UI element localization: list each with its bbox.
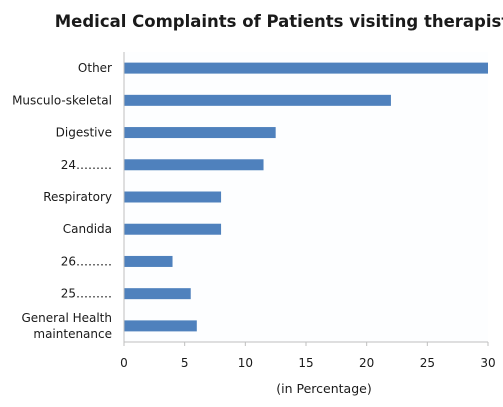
x-tick-label: 15 [298, 356, 313, 370]
x-tick-label: 20 [359, 356, 374, 370]
bar [124, 127, 276, 139]
x-tick-label: 10 [238, 356, 253, 370]
category-label-line: Musculo-skeletal [12, 93, 112, 107]
category-label: 25……… [61, 287, 112, 301]
category-label: Candida [63, 222, 112, 236]
x-tick-label: 25 [420, 356, 435, 370]
category-label: Other [78, 61, 112, 75]
bar [124, 223, 222, 235]
category-label-line: 24……… [61, 158, 112, 172]
category-label: Respiratory [43, 190, 112, 204]
category-label: 24……… [61, 158, 112, 172]
category-labels: Other Musculo-skeletal Digestive 24……… Respi… [12, 61, 112, 341]
category-label: General Health maintenance [21, 311, 112, 341]
category-label-line: Other [78, 61, 112, 75]
category-label-line: General Health [21, 311, 112, 325]
bar [124, 62, 488, 74]
category-label-line: maintenance [33, 327, 112, 341]
x-axis-title: (in Percentage) [276, 381, 371, 396]
bar [124, 94, 391, 106]
bars-group [124, 62, 488, 332]
chart-title: Medical Complaints of Patients visiting … [55, 12, 503, 31]
bar [124, 320, 197, 332]
bar [124, 159, 264, 171]
x-tick-label: 5 [181, 356, 189, 370]
x-tick-label: 30 [480, 356, 495, 370]
category-label: Digestive [56, 126, 112, 140]
category-label-line: 26……… [61, 254, 112, 268]
bar [124, 288, 191, 300]
category-label-line: Respiratory [43, 190, 112, 204]
bar [124, 191, 222, 203]
category-label: Musculo-skeletal [12, 93, 112, 107]
category-label-line: 25……… [61, 287, 112, 301]
x-tick-labels: 0 5 10 15 20 25 30 [120, 342, 496, 370]
x-tick-label: 0 [120, 356, 128, 370]
category-label: 26……… [61, 254, 112, 268]
category-label-line: Digestive [56, 126, 112, 140]
bar [124, 255, 173, 267]
category-label-line: Candida [63, 222, 112, 236]
